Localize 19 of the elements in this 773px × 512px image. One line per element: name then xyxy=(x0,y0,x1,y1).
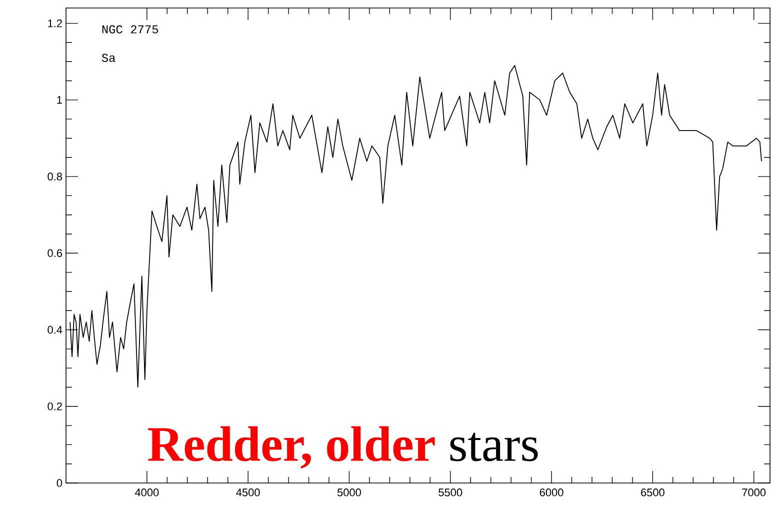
y-tick-label: 0.2 xyxy=(48,402,62,410)
x-tick-label: 5500 xyxy=(438,488,462,496)
x-tick-label: 7000 xyxy=(742,488,766,496)
line-series xyxy=(70,65,762,388)
x-tick-label: 5000 xyxy=(337,488,361,496)
y-tick-label: 0.6 xyxy=(48,249,62,258)
x-tick-label: 6500 xyxy=(641,488,664,496)
y-tick-label: 1 xyxy=(57,96,62,104)
annotation: NGC 2775 xyxy=(102,25,158,34)
y-tick-label: 0 xyxy=(56,479,62,487)
y-tick-label: 1.2 xyxy=(48,20,62,28)
annotation: Sa xyxy=(102,54,116,62)
annotation: stars xyxy=(450,432,538,462)
annotation: Redder, older xyxy=(148,426,435,469)
y-tick-label: 0.8 xyxy=(48,172,62,180)
x-tick-label: 4000 xyxy=(134,488,159,496)
y-tick-label: 0.4 xyxy=(48,326,62,334)
x-tick-label: 4500 xyxy=(236,488,260,496)
x-tick-label: 6000 xyxy=(540,488,564,496)
